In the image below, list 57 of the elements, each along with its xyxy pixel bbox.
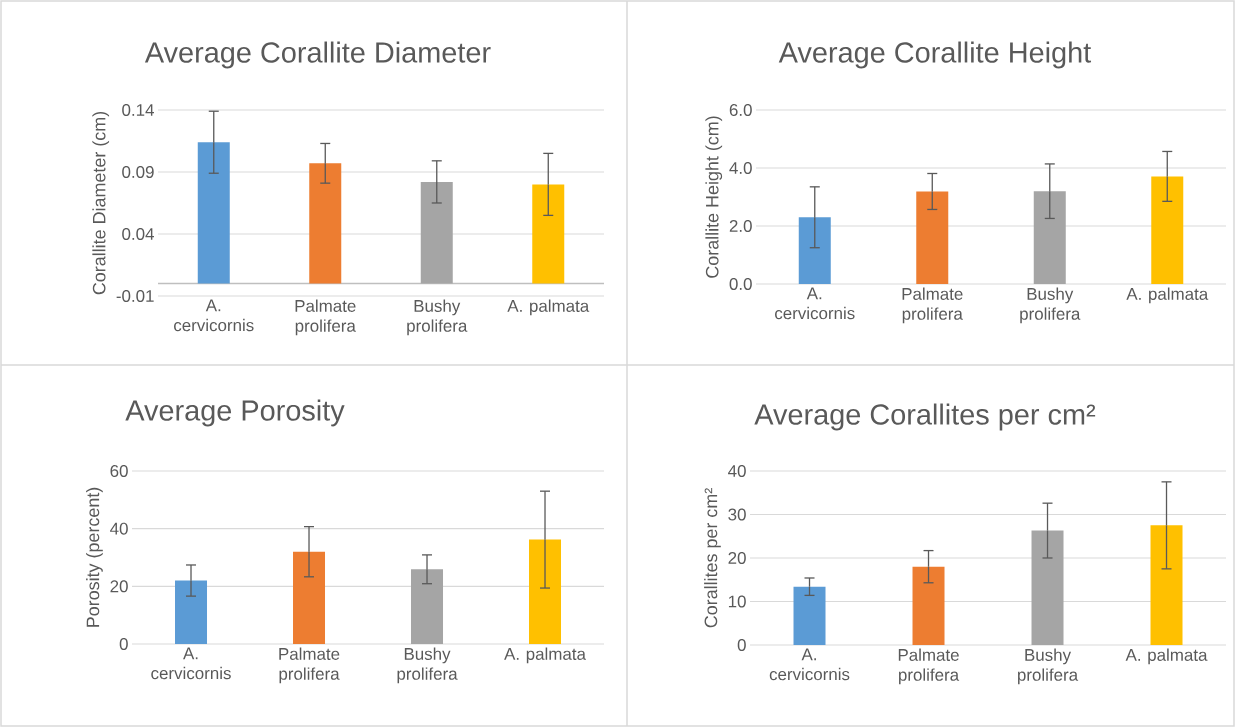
- x-tick-label: A. cervicornis: [151, 647, 231, 680]
- y-tick-label: 40: [110, 522, 128, 535]
- x-tick-label: A. palmata: [504, 647, 586, 664]
- bar: [175, 580, 208, 644]
- y-tick-label: 0.14: [122, 103, 154, 116]
- x-tick-label: Palmate prolifera: [279, 647, 340, 684]
- y-axis-title: Corallite Diameter (cm): [92, 111, 110, 295]
- x-tick-label: A. palmata: [1126, 287, 1209, 304]
- y-tick-label: -0.01: [116, 289, 154, 302]
- chart-title: Average Porosity: [125, 399, 345, 427]
- y-tick-label: 0.09: [122, 165, 154, 178]
- bar: [1033, 191, 1066, 284]
- x-tick-label: A. palmata: [1125, 648, 1208, 665]
- x-tick-label: Palmate prolifera: [902, 287, 963, 324]
- y-tick-label: 0: [119, 637, 128, 650]
- bar: [1150, 525, 1183, 645]
- x-tick-label: A. cervicornis: [775, 287, 855, 320]
- bar: [798, 217, 831, 284]
- y-tick-label: 0: [737, 638, 746, 651]
- bar: [916, 191, 949, 284]
- bar: [1151, 176, 1184, 284]
- x-tick-label: Bushy prolifera: [1018, 648, 1079, 685]
- y-tick-label: 30: [728, 508, 746, 521]
- x-tick-label: Palmate prolifera: [898, 648, 960, 685]
- y-tick-label: 0.04: [122, 227, 154, 240]
- y-tick-label: 40: [728, 464, 746, 477]
- bar: [309, 163, 342, 284]
- bar: [197, 142, 230, 284]
- bar: [293, 551, 326, 644]
- y-tick-label: 20: [728, 551, 746, 564]
- y-tick-label: 60: [110, 464, 128, 477]
- x-tick-label: A. cervicornis: [769, 648, 850, 681]
- bar: [529, 539, 562, 644]
- bar: [411, 569, 444, 644]
- bar: [912, 566, 945, 645]
- x-tick-label: Bushy prolifera: [1020, 287, 1081, 324]
- bar: [1031, 530, 1064, 645]
- y-tick-label: 10: [728, 595, 746, 608]
- x-tick-label: A. palmata: [507, 299, 590, 316]
- y-axis-title: Porosity (percent): [86, 487, 103, 627]
- y-tick-label: 0.0: [729, 277, 752, 290]
- y-axis-title: Corallite Height (cm): [705, 116, 723, 278]
- y-axis-title: Corallites per cm²: [704, 488, 721, 628]
- chart-title: Average Corallites per cm²: [754, 403, 1096, 431]
- x-tick-label: A. cervicornis: [174, 299, 254, 332]
- x-tick-label: Palmate prolifera: [295, 299, 356, 336]
- bar: [793, 586, 826, 645]
- y-tick-label: 6.0: [729, 103, 752, 116]
- x-tick-label: Bushy prolifera: [397, 647, 458, 684]
- x-tick-label: Bushy prolifera: [407, 299, 468, 336]
- chart-title: Average Corallite Diameter: [144, 41, 491, 69]
- bar: [532, 184, 565, 284]
- chart-title: Average Corallite Height: [778, 41, 1092, 69]
- y-tick-label: 2.0: [729, 219, 752, 232]
- y-tick-label: 20: [110, 580, 128, 593]
- y-tick-label: 4.0: [729, 161, 752, 174]
- bar: [420, 181, 453, 284]
